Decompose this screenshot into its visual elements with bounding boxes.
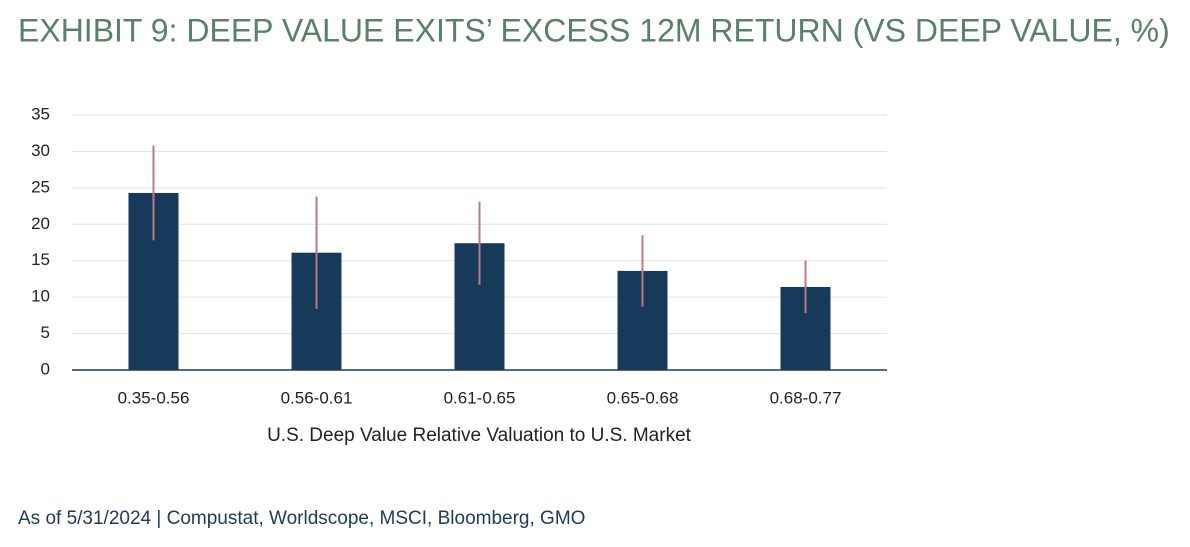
x-axis-label: U.S. Deep Value Relative Valuation to U.… (267, 425, 692, 446)
y-tick-label: 0 (41, 359, 50, 378)
x-tick-label: 0.68-0.77 (770, 388, 842, 407)
y-tick-label: 5 (41, 323, 50, 342)
y-tick-label: 30 (31, 141, 50, 160)
y-tick-label: 10 (31, 287, 50, 306)
y-tick-label: 20 (31, 214, 50, 233)
y-tick-label: 35 (31, 104, 50, 123)
chart-title: EXHIBIT 9: DEEP VALUE EXITS’ EXCESS 12M … (18, 12, 1170, 48)
x-tick-label: 0.35-0.56 (118, 388, 190, 407)
source-note: As of 5/31/2024 | Compustat, Worldscope,… (18, 508, 585, 529)
y-tick-label: 15 (31, 250, 50, 269)
y-tick-label: 25 (31, 177, 50, 196)
x-tick-label: 0.61-0.65 (444, 388, 516, 407)
x-tick-label: 0.56-0.61 (281, 388, 353, 407)
x-tick-label: 0.65-0.68 (607, 388, 679, 407)
